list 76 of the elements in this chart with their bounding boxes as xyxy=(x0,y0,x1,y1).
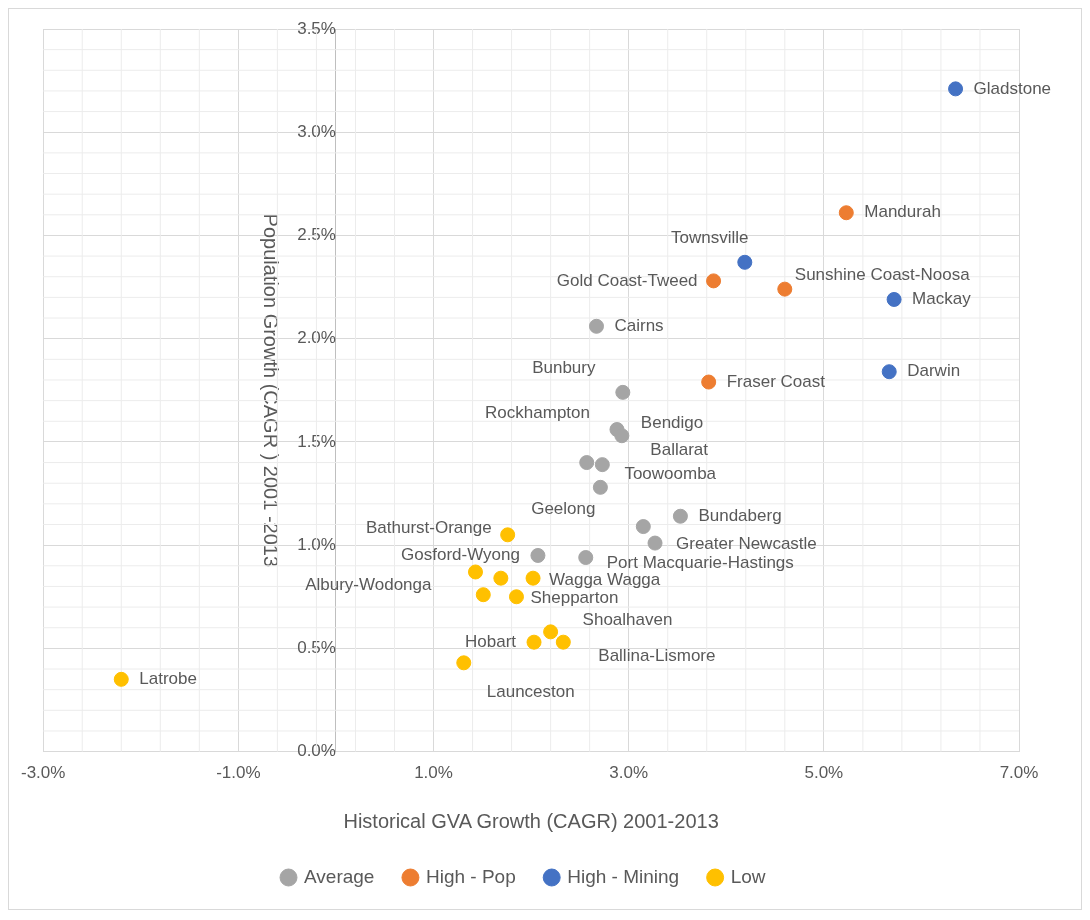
point xyxy=(526,634,542,650)
annotation: Ballina-Lismore xyxy=(598,645,716,665)
annotation: Toowoomba xyxy=(624,464,717,484)
annotation: Rockhampton xyxy=(485,403,590,423)
point xyxy=(543,624,559,640)
point xyxy=(579,455,595,471)
point xyxy=(881,364,897,380)
point xyxy=(777,281,793,297)
point xyxy=(948,81,964,97)
annotation: Cairns xyxy=(614,315,664,335)
annotation: Sunshine Coast-Noosa xyxy=(794,264,971,284)
annotation: Bendigo xyxy=(640,413,704,433)
point xyxy=(525,570,541,586)
point xyxy=(500,527,516,543)
annotation: Albury-Wodonga xyxy=(305,574,433,594)
point xyxy=(635,519,651,535)
x-axis-title: Historical GVA Growth (CAGR) 2001-2013 xyxy=(343,809,719,832)
point xyxy=(614,428,630,444)
y-tick-label: 2.5% xyxy=(297,225,336,245)
y-tick-label: 0.0% xyxy=(297,741,336,761)
annotation: Shepparton xyxy=(530,588,619,608)
y-tick-label: 1.5% xyxy=(297,431,336,451)
y-tick-label: 3.0% xyxy=(297,121,336,141)
point xyxy=(737,254,753,270)
x-tick-label: -1.0% xyxy=(216,763,261,783)
annotation: Shoalhaven xyxy=(582,609,673,629)
annotation: Mackay xyxy=(912,289,972,309)
point xyxy=(555,634,571,650)
point xyxy=(467,564,483,580)
point xyxy=(475,587,491,603)
x-tick-label: 1.0% xyxy=(414,763,453,783)
annotation: Fraser Coast xyxy=(726,371,826,391)
annotation: Ballarat xyxy=(650,440,709,460)
point xyxy=(588,318,604,334)
annotation: Darwin xyxy=(907,361,961,381)
x-tick-label: -3.0% xyxy=(20,763,66,783)
x-tick-label: 3.0% xyxy=(609,763,649,783)
point xyxy=(701,374,717,390)
annotation: Greater Newcastle xyxy=(676,533,817,553)
point xyxy=(615,384,631,400)
point xyxy=(113,671,129,687)
x-tick-label: 5.0% xyxy=(804,763,844,783)
annotation: Gladstone xyxy=(973,78,1052,98)
legend-label: High - Mining xyxy=(567,865,680,887)
point xyxy=(672,508,688,524)
point xyxy=(456,655,472,671)
point xyxy=(508,589,524,605)
y-axis-title: Population Growth (CAGR ) 2001 -2013 xyxy=(259,213,282,568)
point xyxy=(493,570,509,586)
point xyxy=(647,535,663,551)
annotation: Geelong xyxy=(531,499,596,519)
point xyxy=(706,273,722,289)
legend-label: Low xyxy=(730,865,766,887)
annotation: Launceston xyxy=(486,681,575,701)
annotation: Bunbury xyxy=(532,358,596,378)
point xyxy=(592,479,608,495)
y-tick-label: 2.0% xyxy=(297,328,336,348)
annotation: Gold Coast-Tweed xyxy=(556,270,698,290)
annotation: Latrobe xyxy=(139,669,197,689)
annotation: Hobart xyxy=(465,631,517,651)
legend-label: High - Pop xyxy=(425,865,516,887)
point xyxy=(578,550,594,566)
annotation: Gosford-Wyong xyxy=(401,545,520,565)
point xyxy=(886,291,902,307)
point xyxy=(594,457,610,473)
x-tick-label: 7.0% xyxy=(999,763,1039,783)
legend-label: Average xyxy=(304,865,375,887)
annotation: Bundaberg xyxy=(698,505,782,525)
y-tick-label: 3.5% xyxy=(297,18,336,38)
point xyxy=(530,547,546,563)
annotation: Townsville xyxy=(671,227,749,247)
annotation: Mandurah xyxy=(864,202,941,222)
y-tick-label: 1.0% xyxy=(297,534,336,554)
annotation: Bathurst-Orange xyxy=(366,517,492,537)
y-tick-label: 0.5% xyxy=(297,638,336,658)
point xyxy=(838,205,854,221)
